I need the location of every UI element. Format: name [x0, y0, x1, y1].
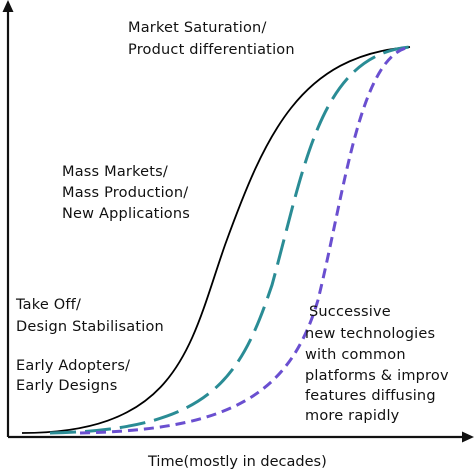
curve-technology-2 [49, 45, 411, 435]
stage-label-line: Early Adopters/ [16, 358, 130, 374]
note-line: new technologies [305, 326, 435, 342]
stage-label-line: New Applications [62, 206, 190, 222]
stage-label-mass-markets: Mass Markets/ Mass Production/ New Appli… [62, 164, 193, 222]
stage-label-line: Take Off/ [15, 297, 81, 313]
stage-label-line: Early Designs [16, 378, 117, 394]
note-line: Successive [309, 304, 391, 320]
axes [2, 0, 474, 443]
stage-label-line: Market Saturation/ [128, 20, 267, 36]
x-axis-arrow-icon [462, 431, 474, 443]
stage-label-take-off: Take Off/ Design Stabilisation [15, 297, 164, 335]
y-axis-arrow-icon [2, 0, 14, 12]
note-line: features diffusing [305, 388, 436, 404]
stage-label-line: Mass Production/ [62, 185, 188, 201]
stage-label-early-adopters: Early Adopters/ Early Designs [16, 358, 135, 394]
curve-technology-1 [21, 46, 411, 434]
curve-technology-3 [79, 45, 411, 435]
stage-label-saturation: Market Saturation/ Product differentiati… [128, 20, 295, 58]
stage-label-line: Mass Markets/ [62, 164, 168, 180]
note-line: more rapidly [305, 408, 400, 424]
stage-label-line: Product differentiation [128, 42, 295, 58]
note-line: platforms & improv [305, 368, 449, 384]
note-line: with common [305, 347, 406, 363]
x-axis-title: Time(mostly in decades) [147, 454, 327, 470]
stage-label-line: Design Stabilisation [16, 319, 164, 335]
successive-technologies-note: Successive new technologies with common … [305, 304, 454, 424]
